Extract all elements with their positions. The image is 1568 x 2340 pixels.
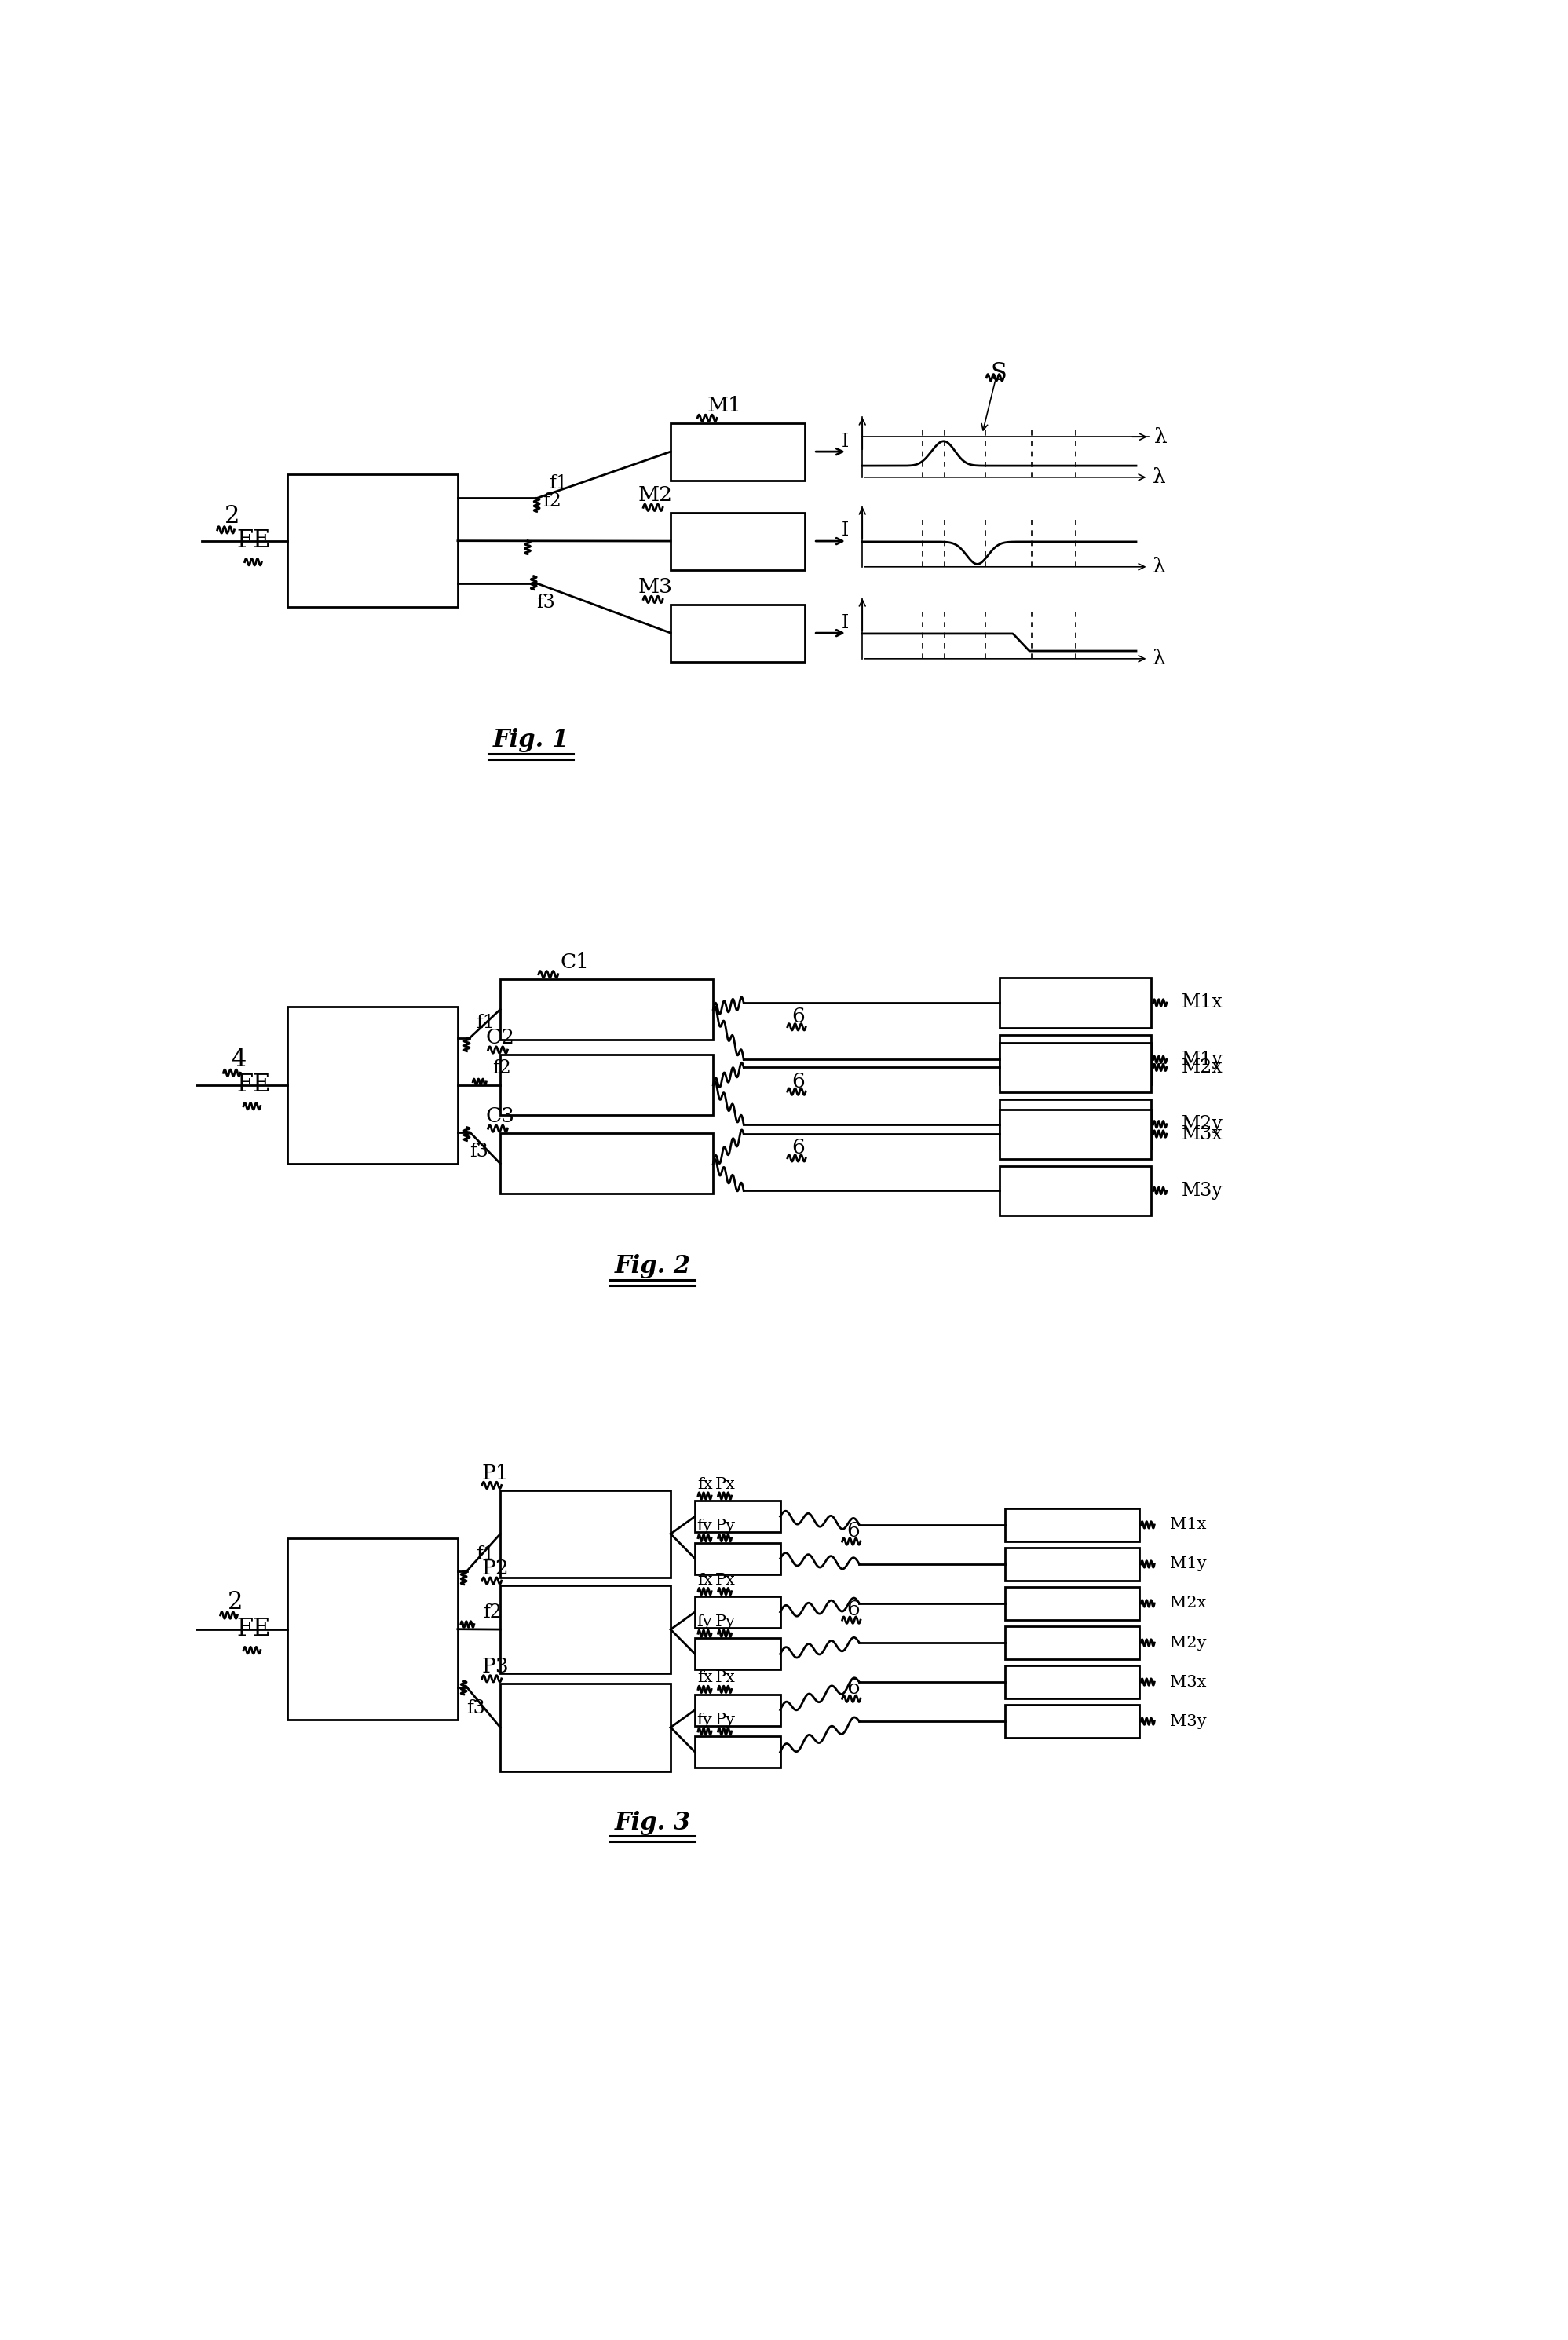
Text: I: I xyxy=(842,613,848,632)
Text: M2x: M2x xyxy=(1182,1058,1223,1076)
Bar xyxy=(1005,1587,1140,1619)
Text: I: I xyxy=(842,522,848,541)
Text: Fig. 2: Fig. 2 xyxy=(615,1254,690,1278)
Bar xyxy=(999,1044,1151,1093)
Text: FE: FE xyxy=(237,1072,271,1097)
Text: M1x: M1x xyxy=(1182,994,1223,1011)
Bar xyxy=(1005,1666,1140,1699)
Text: M1y: M1y xyxy=(1182,1051,1223,1069)
Text: 2: 2 xyxy=(224,505,240,529)
Text: λ: λ xyxy=(1152,648,1167,669)
Text: f3: f3 xyxy=(467,1699,485,1718)
Text: fx: fx xyxy=(698,1572,712,1587)
Bar xyxy=(1005,1626,1140,1659)
Text: P3: P3 xyxy=(481,1657,510,1675)
Text: 6: 6 xyxy=(847,1598,859,1619)
Bar xyxy=(695,1694,781,1725)
Bar xyxy=(999,1109,1151,1158)
Text: λ: λ xyxy=(1154,426,1167,447)
Text: Fig. 1: Fig. 1 xyxy=(492,728,569,753)
Text: fy: fy xyxy=(696,1713,712,1727)
Bar xyxy=(1005,1547,1140,1582)
Bar xyxy=(695,1542,781,1575)
Text: f1: f1 xyxy=(549,475,568,491)
Text: M2x: M2x xyxy=(1170,1596,1206,1610)
Text: f2: f2 xyxy=(483,1603,502,1622)
Text: 6: 6 xyxy=(792,1072,804,1090)
Bar xyxy=(500,1133,713,1193)
Text: f1: f1 xyxy=(475,1013,494,1032)
Text: f1: f1 xyxy=(475,1547,494,1563)
Bar xyxy=(500,978,713,1039)
Text: I: I xyxy=(842,433,848,449)
Bar xyxy=(500,1055,713,1116)
Text: FE: FE xyxy=(237,529,271,552)
Text: fy: fy xyxy=(696,1615,712,1629)
Text: f2: f2 xyxy=(543,491,561,510)
Text: Py: Py xyxy=(715,1615,735,1629)
Text: M3x: M3x xyxy=(1170,1675,1206,1689)
Text: FE: FE xyxy=(237,1617,271,1640)
Text: Fig. 3: Fig. 3 xyxy=(615,1811,690,1835)
Text: C2: C2 xyxy=(486,1027,514,1048)
Text: C1: C1 xyxy=(560,952,590,971)
Text: M3x: M3x xyxy=(1182,1126,1223,1142)
Bar xyxy=(695,1596,781,1629)
Text: f3: f3 xyxy=(470,1142,488,1161)
Bar xyxy=(287,1537,458,1720)
Text: Py: Py xyxy=(715,1713,735,1727)
Bar xyxy=(671,604,804,662)
Text: M2: M2 xyxy=(638,487,673,505)
Text: fy: fy xyxy=(696,1519,712,1535)
Text: λ: λ xyxy=(1152,468,1167,487)
Bar xyxy=(287,475,458,608)
Bar xyxy=(999,1034,1151,1083)
Bar xyxy=(287,1006,458,1163)
Text: M2y: M2y xyxy=(1182,1116,1223,1133)
Bar xyxy=(999,978,1151,1027)
Text: 6: 6 xyxy=(847,1678,859,1696)
Text: Px: Px xyxy=(715,1572,735,1587)
Text: M3: M3 xyxy=(638,578,673,597)
Text: M1x: M1x xyxy=(1170,1516,1206,1533)
Text: 6: 6 xyxy=(847,1521,859,1540)
Text: 6: 6 xyxy=(792,1137,804,1158)
Bar xyxy=(695,1500,781,1533)
Text: M2y: M2y xyxy=(1170,1636,1206,1650)
Bar xyxy=(1005,1509,1140,1542)
Text: fx: fx xyxy=(698,1671,712,1685)
Text: Px: Px xyxy=(715,1671,735,1685)
Bar xyxy=(999,1165,1151,1214)
Bar xyxy=(500,1682,671,1771)
Text: f2: f2 xyxy=(492,1060,511,1079)
Bar xyxy=(671,512,804,571)
Bar xyxy=(500,1587,671,1673)
Text: f3: f3 xyxy=(536,594,555,611)
Text: Py: Py xyxy=(715,1519,735,1535)
Text: P2: P2 xyxy=(481,1558,510,1580)
Text: C3: C3 xyxy=(486,1107,514,1126)
Text: 2: 2 xyxy=(227,1589,243,1615)
Text: Px: Px xyxy=(715,1477,735,1493)
Text: M3y: M3y xyxy=(1170,1713,1206,1729)
Text: M3y: M3y xyxy=(1182,1182,1223,1200)
Bar xyxy=(1005,1706,1140,1739)
Text: fx: fx xyxy=(698,1477,712,1493)
Text: M1: M1 xyxy=(707,395,742,417)
Bar xyxy=(671,424,804,480)
Bar xyxy=(500,1491,671,1577)
Text: 6: 6 xyxy=(792,1006,804,1027)
Bar xyxy=(999,1100,1151,1149)
Text: λ: λ xyxy=(1152,557,1167,576)
Bar xyxy=(695,1638,781,1671)
Text: S: S xyxy=(991,360,1007,386)
Text: P1: P1 xyxy=(481,1462,510,1484)
Bar xyxy=(695,1736,781,1767)
Text: M1y: M1y xyxy=(1170,1556,1206,1572)
Text: 4: 4 xyxy=(230,1048,246,1072)
